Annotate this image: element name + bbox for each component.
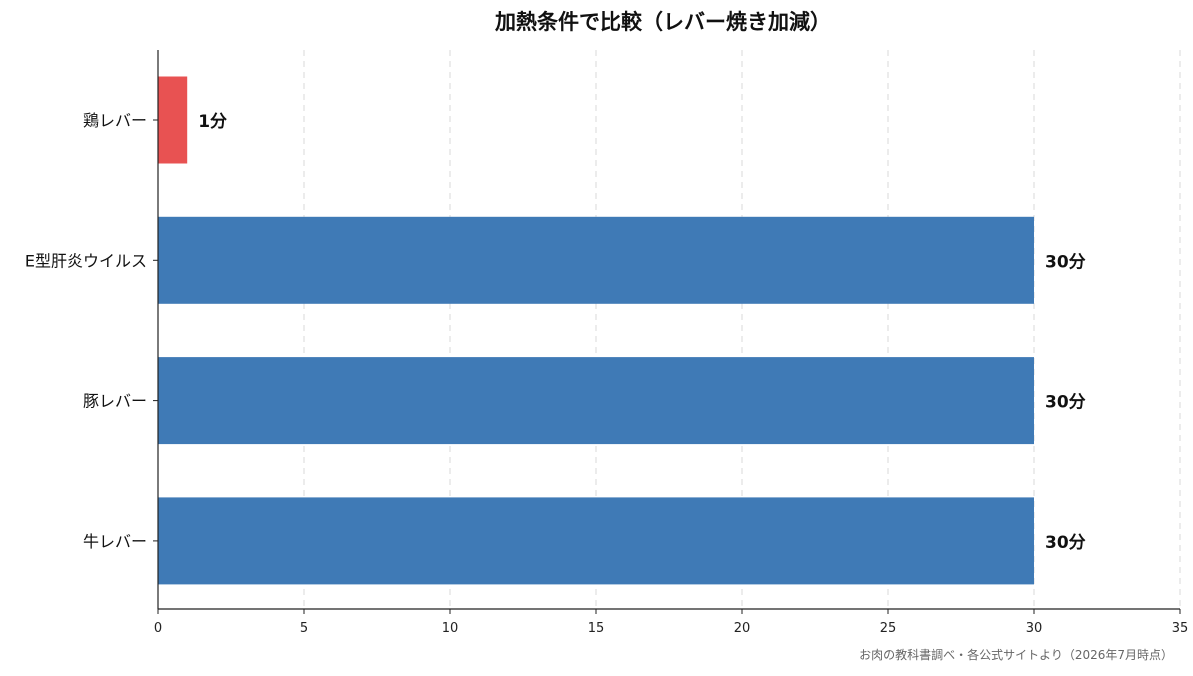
- bar-2: [158, 357, 1034, 445]
- x-tick-label-1: 5: [300, 621, 308, 636]
- x-tick-label-6: 30: [1026, 621, 1043, 636]
- x-tick-label-3: 15: [588, 621, 605, 636]
- value-label-0: 1分: [198, 112, 227, 132]
- category-label-2: 豚レバー: [83, 392, 147, 411]
- gridlines: [303, 50, 1181, 609]
- source-note: お肉の教科書調べ・各公式サイトより（2026年7月時点）: [859, 647, 1173, 662]
- x-tick-label-4: 20: [734, 621, 751, 636]
- chart-title: 加熱条件で比較（レバー焼き加減）: [494, 10, 831, 34]
- value-label-2: 30分: [1045, 393, 1086, 413]
- value-label-1: 30分: [1045, 252, 1086, 272]
- x-tick-label-0: 0: [154, 621, 162, 636]
- axes: [153, 50, 1181, 614]
- bar-3: [158, 497, 1034, 585]
- bar-1: [158, 216, 1034, 304]
- bar-0: [158, 76, 188, 164]
- category-label-0: 鶏レバー: [83, 111, 147, 130]
- x-tick-label-5: 25: [880, 621, 897, 636]
- bars: [158, 76, 1034, 585]
- category-label-3: 牛レバー: [83, 532, 147, 551]
- x-tick-label-2: 10: [442, 621, 459, 636]
- x-tick-label-7: 35: [1172, 621, 1189, 636]
- category-label-1: E型肝炎ウイルス: [25, 251, 147, 270]
- value-label-3: 30分: [1045, 533, 1086, 553]
